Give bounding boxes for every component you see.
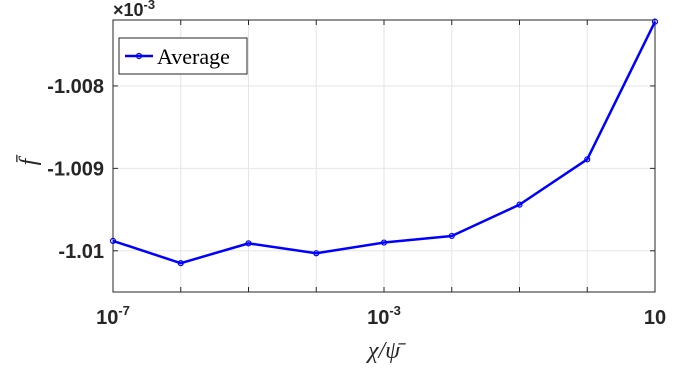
series-line-average [112, 21, 657, 265]
x-tick-label-base: 10 [644, 307, 666, 329]
data-point [245, 240, 252, 247]
x-tick-label: 10-7 [96, 303, 130, 329]
y-axis-label: f̄ [16, 154, 42, 165]
x-tick-label-exp: -7 [118, 303, 130, 318]
y-tick-labels: -1.008 -1.009 -1.01 [47, 76, 104, 263]
legend-marker-average [135, 52, 143, 60]
x-tick-label: 10-3 [367, 303, 401, 329]
x-axis-label: χ/ψ̄ [366, 338, 406, 364]
data-point [109, 237, 117, 244]
x-tick-label-exp: -3 [389, 303, 401, 318]
data-point [313, 250, 320, 257]
legend: Average [118, 37, 248, 75]
tick-marks [112, 20, 656, 292]
x-tick-label-base: 10 [367, 307, 389, 329]
y-multiplier-exp: -3 [144, 0, 156, 12]
series-layer [109, 18, 659, 267]
x-tick-label-base: 10 [96, 307, 118, 329]
data-point [584, 156, 591, 163]
data-point [448, 232, 455, 240]
x-tick-label: 10 [644, 307, 666, 329]
data-point [177, 260, 184, 267]
data-point [516, 201, 523, 208]
y-multiplier: ×10-3 [113, 0, 155, 20]
y-tick-label: -1.009 [47, 158, 104, 180]
y-tick-label: -1.01 [58, 241, 104, 263]
y-multiplier-base: ×10 [113, 0, 144, 20]
data-point [380, 239, 388, 246]
y-tick-label: -1.008 [47, 76, 104, 98]
legend-label-average: Average [157, 44, 230, 69]
x-tick-labels: 10-7 10-3 10 [96, 303, 666, 329]
data-point [651, 18, 659, 25]
